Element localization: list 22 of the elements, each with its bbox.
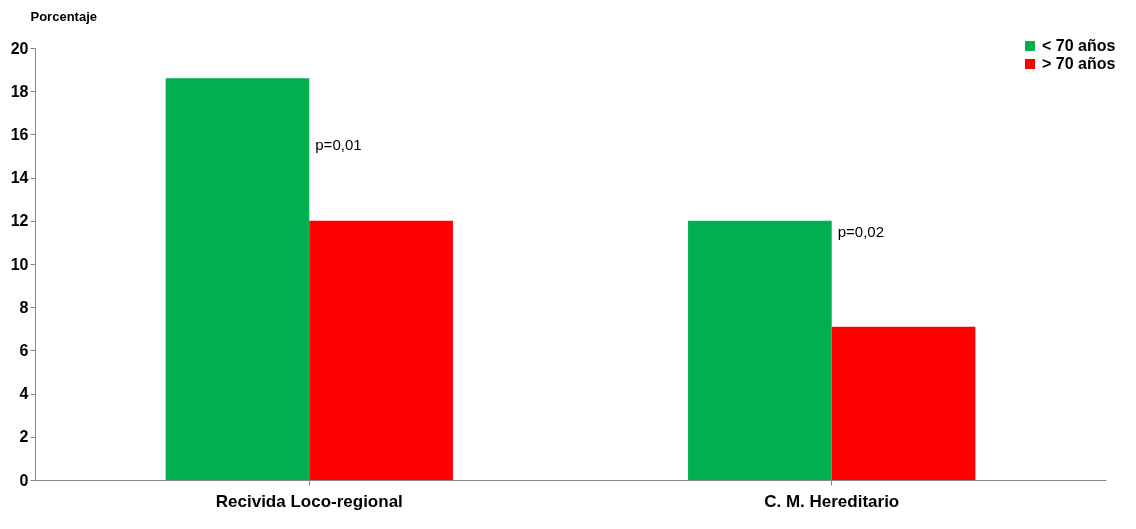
bar bbox=[165, 78, 310, 480]
bar bbox=[309, 220, 453, 480]
annotation: p=0,01 bbox=[315, 136, 362, 154]
annotation: p=0,02 bbox=[837, 222, 885, 240]
y-tick-label: 10 bbox=[10, 255, 29, 273]
bar bbox=[831, 326, 976, 480]
y-tick-label: 8 bbox=[19, 298, 29, 316]
y-tick-label: 4 bbox=[19, 385, 29, 403]
y-tick-label: 18 bbox=[10, 82, 29, 100]
y-tick-label: 0 bbox=[19, 471, 29, 489]
y-tick-label: 6 bbox=[19, 341, 29, 359]
x-tick-label: Recivida Loco-regional bbox=[215, 491, 403, 511]
y-tick-label: 12 bbox=[10, 212, 29, 230]
y-tick-label: 20 bbox=[10, 39, 29, 57]
x-tick-label: C. M. Hereditario bbox=[764, 491, 900, 511]
bar bbox=[688, 220, 832, 480]
y-axis-title: Porcentaje bbox=[30, 8, 97, 24]
y-tick-label: 14 bbox=[10, 169, 29, 187]
legend-label: > 70 años bbox=[1042, 55, 1116, 72]
y-tick-label: 2 bbox=[19, 428, 29, 446]
y-tick-label: 16 bbox=[10, 125, 29, 143]
legend-label: < 70 años bbox=[1042, 37, 1116, 54]
